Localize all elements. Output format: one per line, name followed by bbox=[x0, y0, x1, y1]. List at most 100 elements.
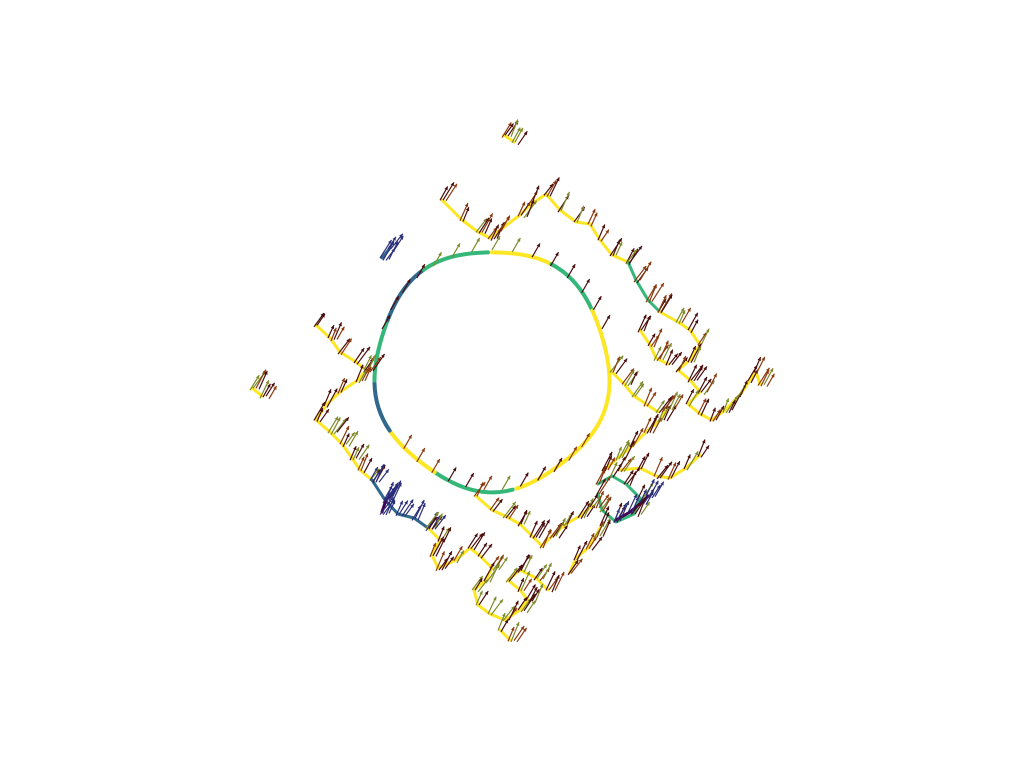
vector-arrow-head bbox=[577, 545, 581, 550]
vector-arrow-head bbox=[348, 338, 352, 343]
outer-boundary-curve bbox=[610, 370, 660, 414]
vector-arrow-head bbox=[757, 357, 761, 362]
vector-arrow-head bbox=[761, 356, 765, 361]
vector-arrow-head bbox=[668, 461, 673, 466]
vector-arrow-head bbox=[679, 394, 684, 399]
vector-arrow-head bbox=[647, 261, 652, 266]
vector-arrow-head bbox=[661, 400, 665, 405]
vector-arrow-head bbox=[496, 236, 500, 241]
vector-arrow-head bbox=[607, 520, 611, 525]
vector-arrow-head bbox=[512, 505, 516, 510]
vector-arrow-head bbox=[668, 343, 672, 348]
vector-arrow-shaft bbox=[639, 261, 652, 281]
vector-arrow-head bbox=[388, 485, 393, 490]
vector-arrow-head bbox=[452, 467, 457, 472]
vector-arrow-head bbox=[319, 408, 324, 413]
vector-arrow-head bbox=[618, 446, 622, 451]
vector-arrow-head bbox=[380, 464, 384, 469]
vector-arrow-head bbox=[341, 378, 345, 383]
vector-arrow-head bbox=[769, 368, 774, 373]
vector-arrow-head bbox=[478, 578, 483, 583]
vector-arrow-head bbox=[676, 394, 681, 399]
vector-arrow-head bbox=[438, 252, 442, 257]
vector-arrow-head bbox=[638, 245, 642, 250]
vector-arrow-head bbox=[361, 456, 365, 461]
vector-arrow-head bbox=[616, 356, 620, 361]
circle-boundary-segment bbox=[490, 250, 554, 267]
vector-arrow-head bbox=[368, 355, 372, 360]
vector-arrow-head bbox=[605, 512, 610, 517]
vector-arrow-head bbox=[570, 511, 574, 516]
vector-arrow-head bbox=[541, 522, 545, 527]
vector-arrow-head bbox=[602, 478, 606, 483]
vector-arrow-head bbox=[368, 458, 373, 463]
vector-arrow-head bbox=[687, 307, 691, 312]
vector-arrow-head bbox=[337, 417, 341, 422]
vector-arrow-head bbox=[368, 366, 372, 371]
outer-boundary-curve bbox=[618, 453, 702, 480]
vector-arrow-head bbox=[602, 466, 607, 471]
vector-arrow-head bbox=[498, 499, 503, 504]
vector-arrow-head bbox=[653, 284, 657, 289]
vector-arrow-head bbox=[399, 500, 403, 505]
vector-arrow-head bbox=[608, 451, 613, 456]
vector-arrow-head bbox=[528, 578, 532, 583]
vector-arrow-shaft bbox=[481, 213, 494, 233]
circle-boundary-segment bbox=[549, 262, 595, 313]
vector-arrow-head bbox=[671, 395, 676, 400]
vector-arrow-head bbox=[663, 295, 667, 300]
vector-arrow-head bbox=[639, 428, 644, 433]
vector-arrow-head bbox=[592, 208, 596, 213]
circle-boundary-segment bbox=[590, 308, 611, 372]
vector-arrow-head bbox=[351, 432, 355, 437]
outer-boundary-curve bbox=[250, 386, 264, 398]
vector-arrow-head bbox=[694, 312, 698, 317]
vector-arrow-head bbox=[598, 537, 603, 541]
vector-arrow-head bbox=[534, 520, 538, 525]
vector-arrow-head bbox=[616, 508, 620, 513]
vector-arrow-head bbox=[481, 532, 485, 537]
outer-boundary-curve bbox=[638, 328, 670, 366]
vector-arrow-head bbox=[421, 499, 425, 504]
vector-arrow-shaft bbox=[432, 536, 445, 557]
circle-boundary-segment bbox=[385, 267, 426, 323]
vector-arrow-head bbox=[490, 562, 495, 567]
vector-arrow-head bbox=[705, 445, 710, 450]
vector-arrow-head bbox=[655, 480, 659, 485]
vector-arrow-head bbox=[694, 319, 699, 324]
vector-arrow-shaft bbox=[326, 388, 338, 408]
vector-arrow-head bbox=[506, 475, 511, 480]
vector-arrow-shaft bbox=[530, 185, 540, 207]
vector-arrow-head bbox=[388, 239, 392, 244]
vector-arrow-head bbox=[476, 237, 480, 242]
vector-arrow-head bbox=[364, 453, 369, 458]
vector-arrow-head bbox=[459, 546, 463, 551]
vector-arrow-head bbox=[622, 456, 626, 461]
vector-arrow-head bbox=[483, 579, 488, 584]
vector-arrow-head bbox=[535, 185, 540, 190]
vector-arrow-head bbox=[450, 182, 455, 187]
vector-arrow-head bbox=[346, 433, 350, 438]
vector-arrow-head bbox=[500, 554, 504, 559]
vector-arrow-head bbox=[687, 454, 691, 459]
vector-arrow-head bbox=[583, 540, 587, 545]
vector-arrow-head bbox=[633, 249, 637, 254]
vector-arrow-head bbox=[509, 123, 514, 128]
vector-arrow-head bbox=[655, 414, 659, 419]
vector-arrow-head bbox=[754, 369, 758, 374]
vector-arrow-head bbox=[634, 430, 638, 435]
vector-arrow-head bbox=[699, 366, 703, 371]
vector-arrow-head bbox=[532, 584, 536, 589]
vector-arrow-head bbox=[725, 398, 729, 403]
vector-arrow-head bbox=[435, 511, 439, 516]
vector-arrow-head bbox=[625, 440, 630, 445]
vector-arrow-head bbox=[531, 600, 536, 605]
circle-boundary-segment bbox=[514, 428, 597, 491]
vector-arrow-head bbox=[533, 200, 537, 205]
vector-arrow-head bbox=[381, 353, 385, 358]
vector-arrow-head bbox=[265, 380, 269, 385]
vector-arrow-head bbox=[732, 400, 736, 405]
vector-arrow-head bbox=[516, 127, 521, 132]
vector-arrow-head bbox=[618, 242, 623, 247]
vector-arrow-head bbox=[489, 213, 493, 218]
